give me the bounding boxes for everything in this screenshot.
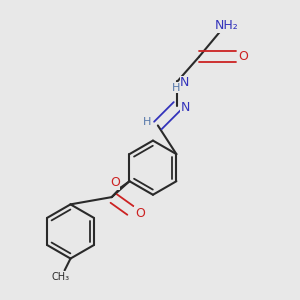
Text: CH₃: CH₃ <box>51 272 69 282</box>
Text: O: O <box>110 176 120 189</box>
Text: O: O <box>238 50 248 63</box>
Text: H: H <box>172 83 180 93</box>
Text: NH₂: NH₂ <box>215 19 238 32</box>
Text: N: N <box>181 101 190 114</box>
Text: N: N <box>180 76 190 89</box>
Text: O: O <box>135 207 145 220</box>
Text: H: H <box>143 117 152 127</box>
